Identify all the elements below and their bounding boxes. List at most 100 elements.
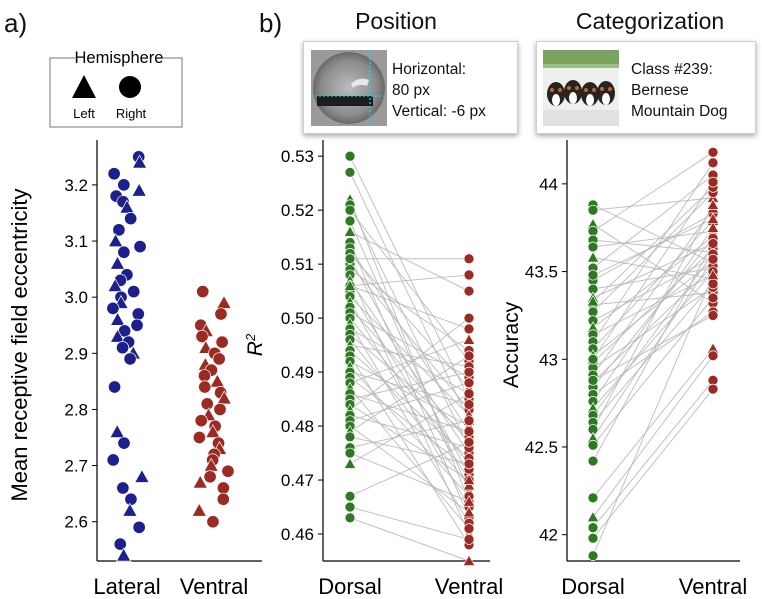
categorization-ventral-point [707,146,719,158]
categorization-pair-line [592,162,714,343]
r-squared-superscript: 2 [243,333,258,342]
position-ventral-point [463,366,475,378]
ecc-y-axis-label: Mean receptive field eccentricity [7,188,32,501]
ecc-data-point [117,436,131,450]
categorization-dorsal-point [587,550,599,562]
position-pair-line [349,436,470,465]
categorization-pair-line [592,204,714,430]
ecc-data-point [130,318,144,332]
categorization-card: Class #239: Bernese Mountain Dog [536,41,756,134]
categorization-pair-line [592,260,714,357]
position-dorsal-point [343,225,357,237]
categorization-pair-line [592,253,714,416]
position-pair-line [349,204,470,448]
position-pair-line [349,414,470,449]
position-pair-line [349,339,470,384]
categorization-x-tick-label: Dorsal [561,574,625,599]
categorization-pair-line [592,248,714,364]
categorization-pair-line [592,259,714,439]
position-ventral-point [463,269,475,281]
position-pair-line [349,404,470,481]
categorization-y-tick-label: 44 [539,175,558,194]
categorization-ventral-point [707,157,719,169]
position-ventral-point [462,495,476,507]
ecc-x-tick-label: Ventral [180,574,249,599]
categorization-pair-line [592,271,714,409]
position-ventral-point [463,523,475,534]
position-card: Horizontal: 80 px Vertical: -6 px [303,41,518,134]
legend-title: Hemisphere [75,49,164,67]
position-pair-line [349,172,470,421]
position-pair-line [349,377,470,470]
position-pair-line [349,231,470,292]
ecc-data-point [112,223,126,237]
position-ventral-point [463,458,475,470]
position-y-tick-label: 0.48 [281,417,314,436]
ecc-data-point [127,285,141,299]
position-ventral-point [463,426,475,437]
ecc-data-point [113,537,127,551]
position-pair-line [349,263,470,411]
position-pair-line [349,280,470,454]
categorization-y-tick-label: 43 [539,350,558,369]
ecc-data-point [108,380,122,394]
ecc-data-point [116,481,130,495]
categorization-y-tick-label: 42 [539,526,558,545]
position-pair-line [349,371,470,405]
categorization-ventral-point [707,278,719,290]
ecc-data-point [205,424,221,438]
position-ventral-point [462,473,476,485]
ecc-data-point [203,470,217,484]
position-pair-line [349,441,470,497]
position-pair-line [349,209,470,362]
position-pair-line [349,155,470,400]
categorization-ventral-point [707,238,719,249]
ecc-y-tick-label: 3.1 [64,232,88,251]
categorization-pair-line [592,230,714,248]
categorization-pair-line [592,355,714,518]
categorization-pair-line [592,227,714,402]
position-ventral-point [463,312,475,324]
ecc-data-point [117,245,131,259]
ecc-data-point [122,502,138,517]
position-pair-line [349,420,470,449]
ecc-data-point [106,301,120,315]
ecc-data-point [119,199,135,214]
categorization-pair-line [592,348,714,499]
panel-label-b: b) [259,8,283,38]
position-line-1: Horizontal: [392,61,467,78]
categorization-ventral-point [707,253,719,265]
ecc-data-point [109,424,125,438]
categorization-ventral-point [706,212,720,224]
categorization-pair-line [592,181,714,360]
ecc-data-point [191,502,207,517]
legend-right-label: Right [116,106,147,121]
ecc-data-point [109,328,126,343]
position-ventral-point [463,436,475,448]
ecc-y-tick-label: 3.2 [64,176,88,195]
ecc-data-point [109,311,126,326]
legend-left-label: Left [73,106,95,121]
position-dorsal-point [344,490,356,502]
ecc-data-point [134,468,150,483]
ecc-data-point [194,414,208,428]
position-y-tick-label: 0.49 [281,363,314,382]
position-y-tick-label: 0.53 [281,147,314,166]
position-line-3: Vertical: -6 px [392,103,486,120]
position-line-2: 80 px [392,82,430,99]
position-ventral-point [463,377,475,389]
categorization-pair-line [592,267,714,290]
position-ventral-point [462,505,476,518]
categorization-ventral-point [707,176,719,188]
position-dorsal-point [344,167,356,178]
categorization-pair-line [592,187,714,302]
triangle-marker-icon [72,75,96,98]
ecc-y-tick-label: 2.6 [64,513,88,532]
categorization-line-1: Class #239: [631,61,713,78]
ecc-y-tick-label: 2.7 [64,457,88,476]
categorization-pair-line [592,257,714,280]
position-pair-line [349,253,470,389]
